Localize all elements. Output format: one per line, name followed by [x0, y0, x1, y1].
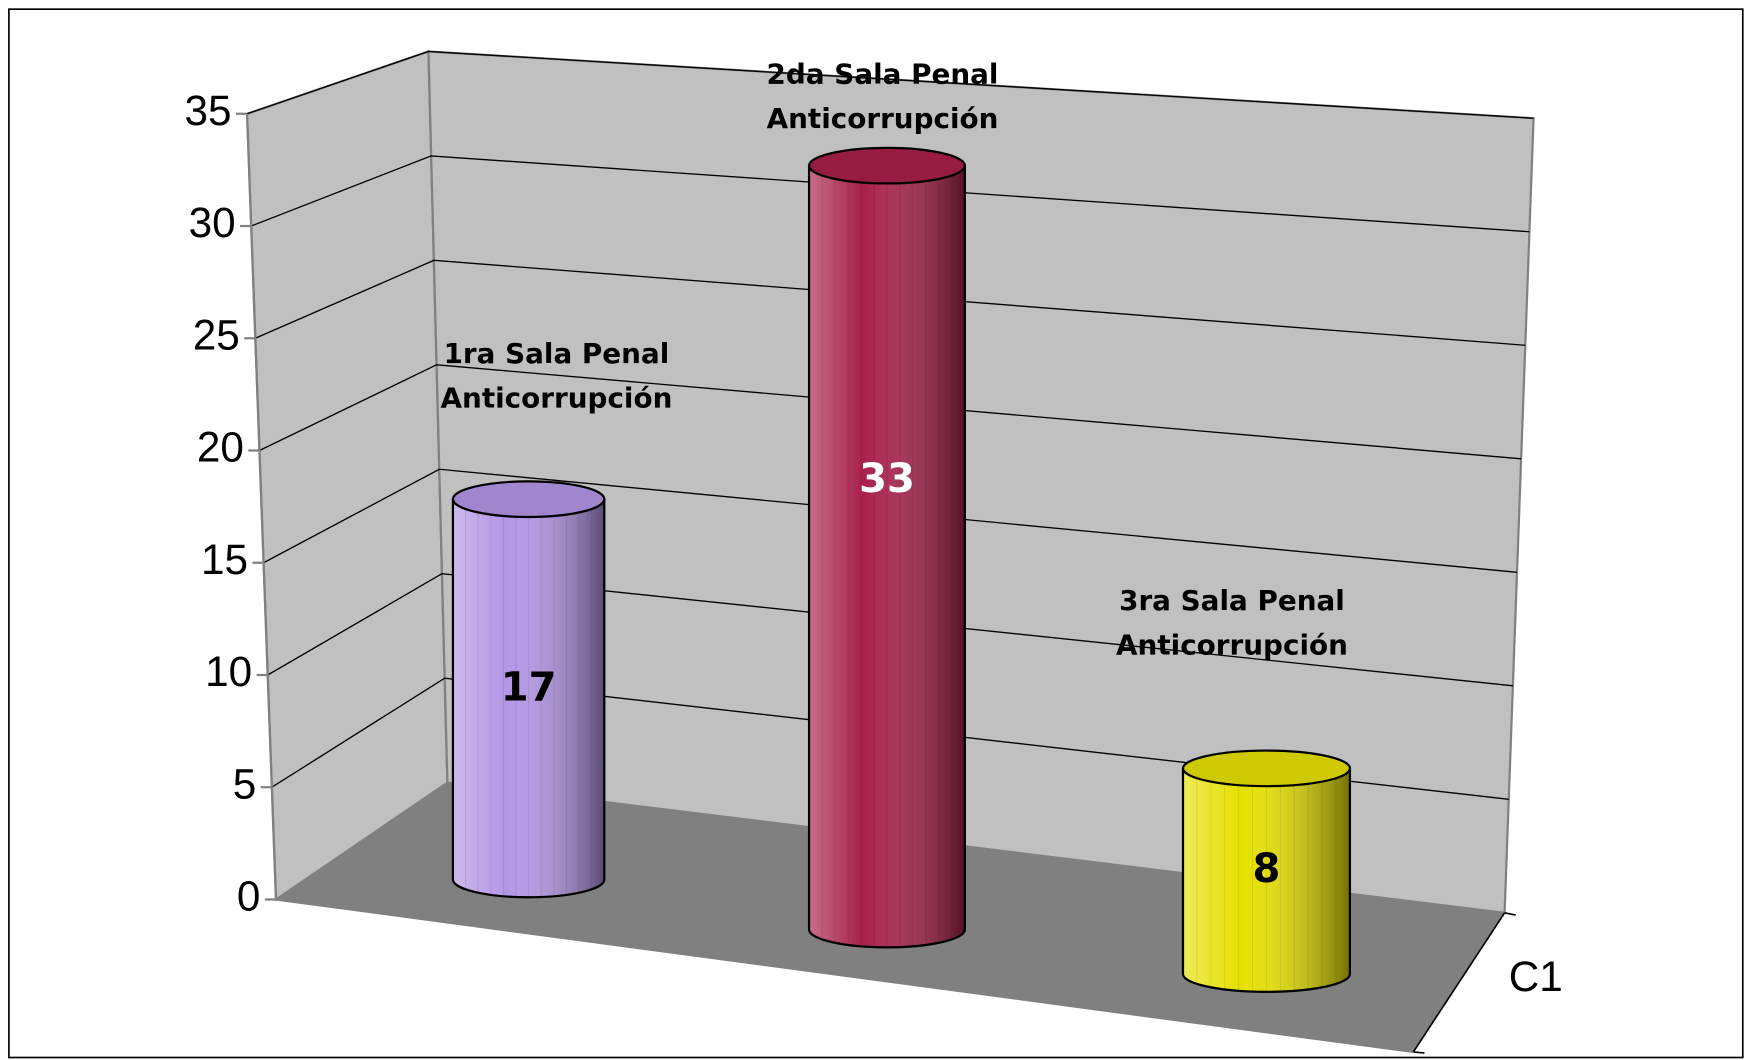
grid-line — [246, 50, 1534, 119]
bar-top — [807, 146, 966, 185]
bar-shade — [451, 498, 606, 899]
y-tick-label: 15 — [201, 536, 248, 583]
grid-line — [271, 677, 1509, 800]
series: 33 — [807, 146, 966, 949]
bar-shade — [807, 164, 966, 949]
bar-top-tint — [809, 147, 965, 184]
series-label-box: 1ra Sala Penal Anticorrupción — [440, 337, 673, 415]
category-label: C1 — [1509, 953, 1563, 1000]
y-axis — [245, 113, 278, 900]
grid-line — [255, 259, 1526, 346]
value-label: 33 — [859, 456, 915, 502]
grid-line — [250, 155, 1530, 233]
bar-top-tint — [452, 481, 605, 517]
series-label-box: 2da Sala Penal Anticorrupción — [766, 58, 999, 135]
series-label-box: 3ra Sala Penal Anticorrupción — [1116, 584, 1348, 662]
y-tick-label: 35 — [184, 87, 231, 134]
y-tick-label: 5 — [233, 760, 257, 807]
grid-line — [259, 364, 1522, 460]
depth-tick — [1413, 1051, 1425, 1054]
bar-top — [451, 480, 606, 519]
depth-tick — [1504, 912, 1516, 916]
value-label: 17 — [501, 664, 557, 710]
y-tick-label: 20 — [197, 424, 244, 471]
x-axis — [275, 898, 1414, 1054]
value-label: 8 — [1253, 846, 1281, 892]
series: 17 — [451, 480, 606, 899]
depth-axis — [1412, 912, 1506, 1053]
bar-top-tint — [1182, 750, 1350, 787]
series-label: 1ra Sala Penal Anticorrupción — [440, 337, 673, 415]
y-tick-label: 25 — [193, 311, 240, 358]
series-label: 2da Sala Penal Anticorrupción — [766, 58, 999, 135]
series-label: 3ra Sala Penal Anticorrupción — [1116, 584, 1348, 662]
series: 8 — [1181, 749, 1352, 993]
grid-line — [267, 573, 1513, 687]
bar-top — [1181, 749, 1352, 788]
side-wall — [245, 49, 449, 902]
y-tick-label: 30 — [189, 199, 236, 246]
bar-shade — [1181, 767, 1352, 993]
grid-line — [263, 468, 1518, 573]
y-tick-label: 10 — [205, 648, 252, 695]
y-tick-label: 0 — [237, 873, 261, 920]
